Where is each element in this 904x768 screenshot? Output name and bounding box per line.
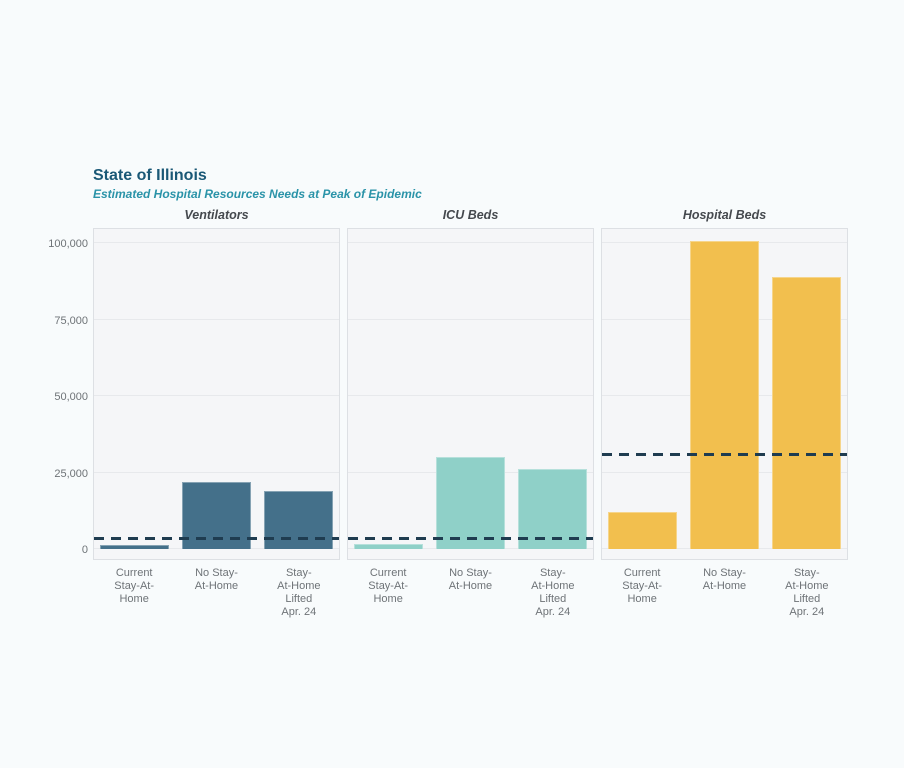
y-tick-label: 100,000 [48,238,88,250]
chart-body: 0 25,000 50,000 75,000 100,000 Ventilators [35,208,850,619]
bar-slot [176,229,258,549]
plot-area [347,228,594,560]
bar-no-stay-at-home [690,241,759,549]
bar-slot [94,229,176,549]
gridline [94,242,339,243]
y-tick-label: 75,000 [54,314,88,327]
capacity-dashed-line [348,536,593,540]
chart-header: State of Illinois Estimated Hospital Res… [93,166,850,202]
x-tick-stay-at-home-lifted: Stay- At-Home Lifted Apr. 24 [277,567,321,618]
bar-stay-at-home-lifted [517,469,587,549]
gridline [348,395,593,396]
gridline [94,395,339,396]
x-axis-labels: Current Stay-At- Home No Stay- At-Home S… [93,567,340,619]
x-tick-no-stay-at-home: No Stay- At-Home [448,567,493,592]
y-tick-label: 25,000 [54,467,88,480]
y-tick-label: 50,000 [54,391,88,403]
plot-area [93,228,340,560]
hospital-resources-chart: State of Illinois Estimated Hospital Res… [35,166,850,619]
y-tick-label: 0 [81,544,88,556]
x-tick-current-stay-at-home: Current Stay-At- Home [114,567,155,605]
chart-subtitle: Estimated Hospital Resources Needs at Pe… [93,187,422,201]
bar-slots [348,229,593,549]
x-tick-stay-at-home-lifted: Stay- At-Home Lifted Apr. 24 [785,567,829,618]
panel-title: Hospital Beds [682,208,767,222]
bar-slot [348,229,430,549]
bar-slot [257,229,339,549]
bar-slot [684,229,766,549]
panel-icu-beds: ICU Beds [347,208,594,619]
x-axis-labels: Current Stay-At- Home No Stay- At-Home S… [347,567,594,619]
x-tick-stay-at-home-lifted: Stay- At-Home Lifted Apr. 24 [531,567,575,618]
plot-area [601,228,848,560]
bar-slot [765,229,847,549]
bar-current-stay-at-home [354,543,424,549]
bar-stay-at-home-lifted [771,276,841,549]
capacity-dashed-line [94,537,339,541]
bar-slot [602,229,684,549]
capacity-dashed-line [602,452,847,456]
bar-current-stay-at-home [608,512,678,549]
bar-slots [602,229,847,549]
x-tick-no-stay-at-home: No Stay- At-Home [194,567,239,592]
x-tick-no-stay-at-home: No Stay- At-Home [702,567,747,592]
panels-row: Ventilators [93,208,848,619]
panel-title: Ventilators [184,208,249,222]
bar-slots [94,229,339,549]
gridline [348,242,593,243]
x-axis-labels: Current Stay-At- Home No Stay- At-Home S… [601,567,848,619]
bar-slot [430,229,512,549]
x-tick-current-stay-at-home: Current Stay-At- Home [622,567,663,605]
bar-no-stay-at-home [436,457,505,549]
panel-hospital-beds: Hospital Beds [601,208,848,619]
y-axis: 0 25,000 50,000 75,000 100,000 [35,228,88,560]
x-tick-current-stay-at-home: Current Stay-At- Home [368,567,409,605]
bar-current-stay-at-home [100,544,170,549]
bar-slot [511,229,593,549]
gridline [94,471,339,473]
panel-title: ICU Beds [442,208,499,222]
chart-title: State of Illinois [93,167,207,184]
gridline [348,318,593,320]
gridline [94,318,339,320]
panel-ventilators: Ventilators [93,208,340,619]
